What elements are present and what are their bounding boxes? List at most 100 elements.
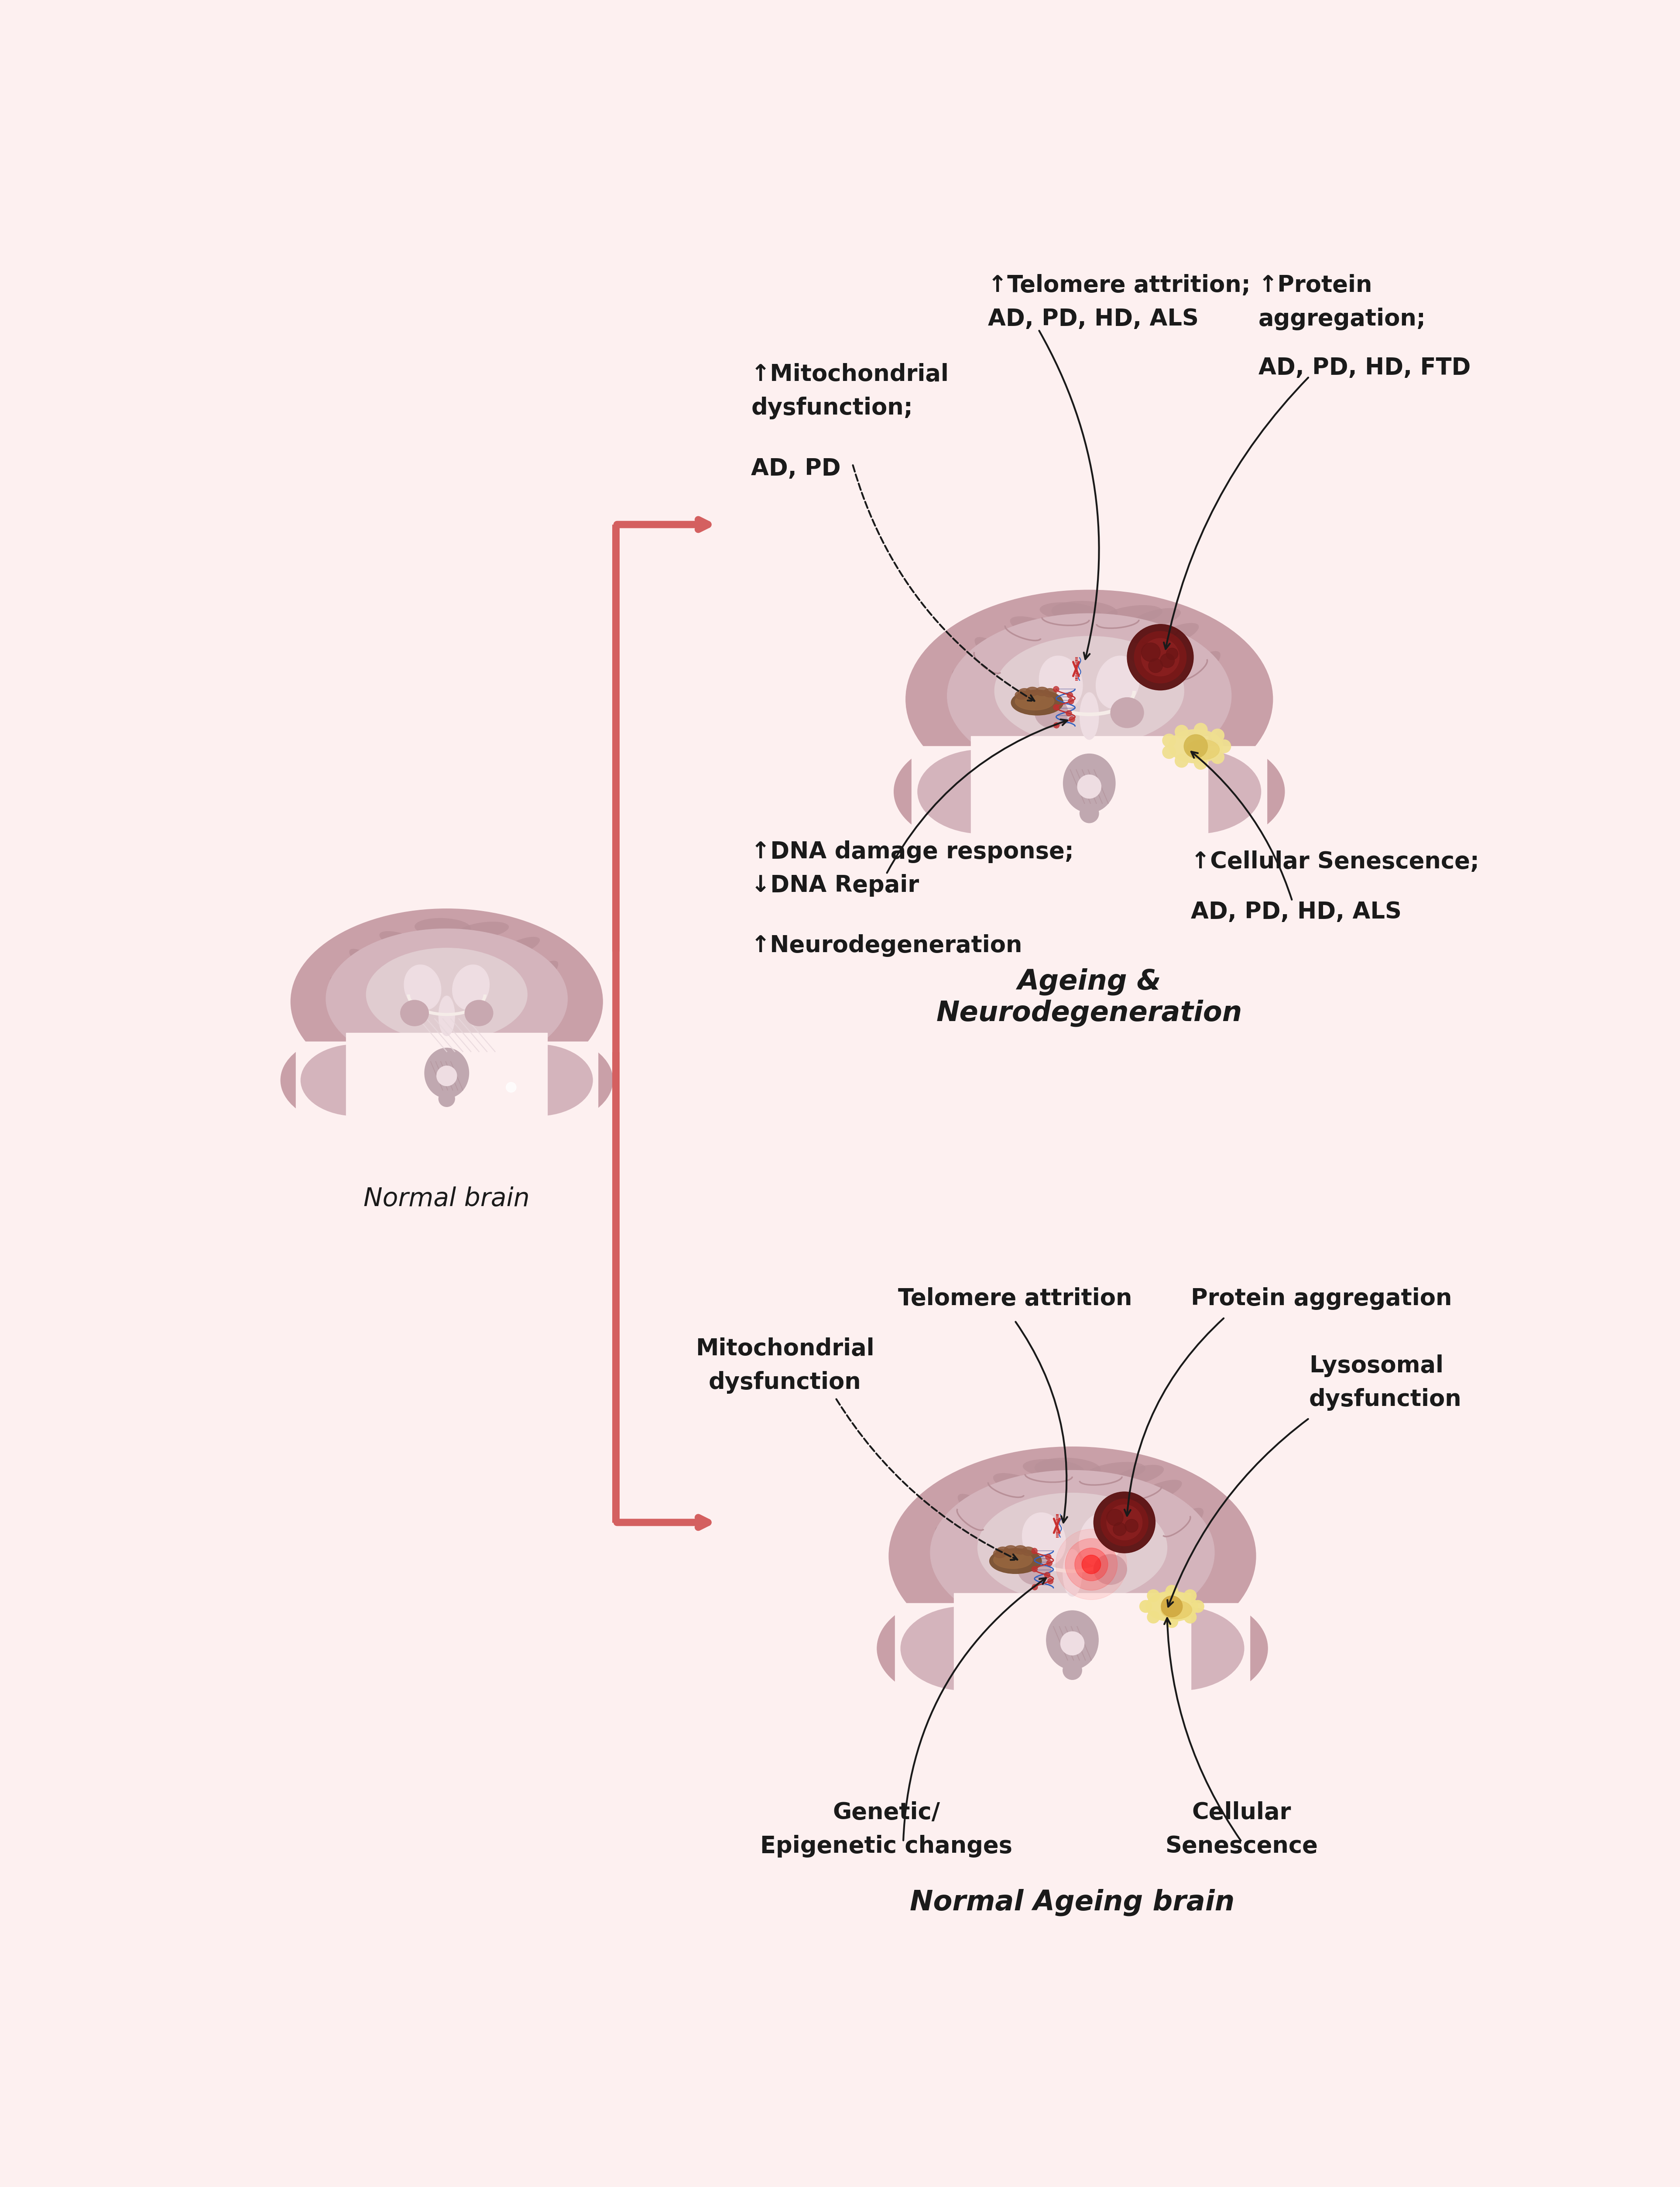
- Circle shape: [1047, 1559, 1052, 1566]
- Text: aggregation;: aggregation;: [1258, 308, 1426, 330]
- Circle shape: [1082, 1555, 1100, 1575]
- Text: Senescence: Senescence: [1166, 1835, 1317, 1857]
- Text: Ageing &
Neurodegeneration: Ageing & Neurodegeneration: [936, 969, 1242, 1028]
- Ellipse shape: [1011, 689, 1063, 715]
- Ellipse shape: [1169, 730, 1223, 763]
- Ellipse shape: [1131, 750, 1262, 833]
- Ellipse shape: [1094, 1555, 1127, 1586]
- Ellipse shape: [349, 1098, 390, 1111]
- Ellipse shape: [1005, 1546, 1016, 1555]
- Ellipse shape: [1114, 1465, 1164, 1485]
- Circle shape: [1161, 654, 1174, 667]
- Bar: [858, 1614, 1285, 1750]
- Ellipse shape: [937, 750, 981, 776]
- Circle shape: [1055, 1529, 1127, 1599]
- Bar: [877, 759, 1302, 892]
- Ellipse shape: [917, 750, 1048, 833]
- Ellipse shape: [1198, 750, 1242, 776]
- Circle shape: [1094, 1492, 1156, 1553]
- Ellipse shape: [1023, 1459, 1084, 1478]
- Bar: [895, 1603, 1250, 1736]
- Circle shape: [1194, 757, 1208, 770]
- Ellipse shape: [1035, 1459, 1100, 1481]
- Ellipse shape: [927, 774, 958, 800]
- Ellipse shape: [1186, 739, 1220, 759]
- Ellipse shape: [318, 1045, 354, 1067]
- Ellipse shape: [1035, 687, 1048, 695]
- Ellipse shape: [1026, 687, 1038, 695]
- Circle shape: [1127, 623, 1193, 691]
- Circle shape: [1075, 1548, 1107, 1581]
- Ellipse shape: [944, 1649, 986, 1664]
- Ellipse shape: [499, 936, 539, 958]
- Ellipse shape: [1077, 774, 1100, 798]
- Ellipse shape: [452, 964, 489, 1010]
- Ellipse shape: [309, 1065, 334, 1087]
- Bar: [971, 737, 1208, 838]
- Bar: [954, 1592, 1191, 1693]
- Circle shape: [1166, 1616, 1178, 1627]
- Ellipse shape: [1161, 1601, 1191, 1618]
- Circle shape: [1163, 746, 1176, 759]
- Ellipse shape: [1114, 1607, 1243, 1691]
- Ellipse shape: [529, 960, 558, 986]
- Ellipse shape: [1010, 617, 1065, 641]
- Ellipse shape: [993, 1474, 1047, 1498]
- Ellipse shape: [978, 1494, 1168, 1603]
- Ellipse shape: [438, 995, 455, 1037]
- Ellipse shape: [1156, 811, 1203, 829]
- Ellipse shape: [1179, 1535, 1211, 1568]
- Circle shape: [1045, 1555, 1052, 1559]
- Circle shape: [1174, 755, 1188, 768]
- Ellipse shape: [1107, 737, 1285, 846]
- Ellipse shape: [1035, 698, 1068, 728]
- Ellipse shape: [1198, 680, 1228, 713]
- Circle shape: [1163, 735, 1176, 748]
- Circle shape: [1068, 698, 1074, 704]
- Circle shape: [1053, 704, 1058, 711]
- Circle shape: [1184, 1612, 1196, 1623]
- Circle shape: [1032, 1566, 1038, 1572]
- Ellipse shape: [894, 737, 1072, 846]
- Ellipse shape: [437, 1065, 457, 1087]
- Ellipse shape: [281, 1034, 432, 1126]
- Ellipse shape: [482, 1045, 593, 1115]
- Circle shape: [1161, 1597, 1183, 1616]
- Ellipse shape: [993, 1548, 1006, 1557]
- Ellipse shape: [1013, 1546, 1026, 1555]
- Ellipse shape: [1015, 693, 1053, 711]
- Circle shape: [1134, 632, 1186, 682]
- Ellipse shape: [931, 1470, 1215, 1636]
- Ellipse shape: [1090, 1594, 1268, 1704]
- Text: ↑Cellular Senescence;: ↑Cellular Senescence;: [1191, 851, 1478, 873]
- Text: Cellular: Cellular: [1191, 1802, 1290, 1824]
- Text: Normal Ageing brain: Normal Ageing brain: [911, 1890, 1235, 1916]
- Circle shape: [1107, 1505, 1142, 1540]
- Ellipse shape: [366, 949, 528, 1041]
- Circle shape: [1166, 647, 1178, 660]
- Circle shape: [1048, 1579, 1053, 1583]
- Ellipse shape: [539, 1045, 576, 1067]
- Ellipse shape: [457, 921, 509, 938]
- Ellipse shape: [1181, 1607, 1225, 1634]
- Circle shape: [1080, 805, 1099, 822]
- Text: Mitochondrial: Mitochondrial: [696, 1338, 874, 1360]
- Ellipse shape: [301, 1045, 412, 1115]
- Ellipse shape: [519, 1080, 554, 1094]
- Ellipse shape: [1052, 601, 1117, 623]
- Ellipse shape: [921, 1607, 964, 1634]
- Circle shape: [1032, 1548, 1037, 1553]
- Circle shape: [1211, 728, 1225, 741]
- Text: ↑Neurodegeneration: ↑Neurodegeneration: [751, 934, 1023, 958]
- Text: ↑Mitochondrial: ↑Mitochondrial: [751, 363, 949, 385]
- Circle shape: [1141, 643, 1161, 663]
- Ellipse shape: [415, 919, 470, 936]
- Ellipse shape: [405, 964, 442, 1010]
- Circle shape: [1107, 1509, 1124, 1527]
- Ellipse shape: [462, 1034, 613, 1126]
- Ellipse shape: [990, 1548, 1042, 1575]
- Bar: [245, 1052, 648, 1223]
- Ellipse shape: [1139, 1669, 1186, 1686]
- Circle shape: [1045, 1572, 1050, 1579]
- Ellipse shape: [1021, 1513, 1065, 1566]
